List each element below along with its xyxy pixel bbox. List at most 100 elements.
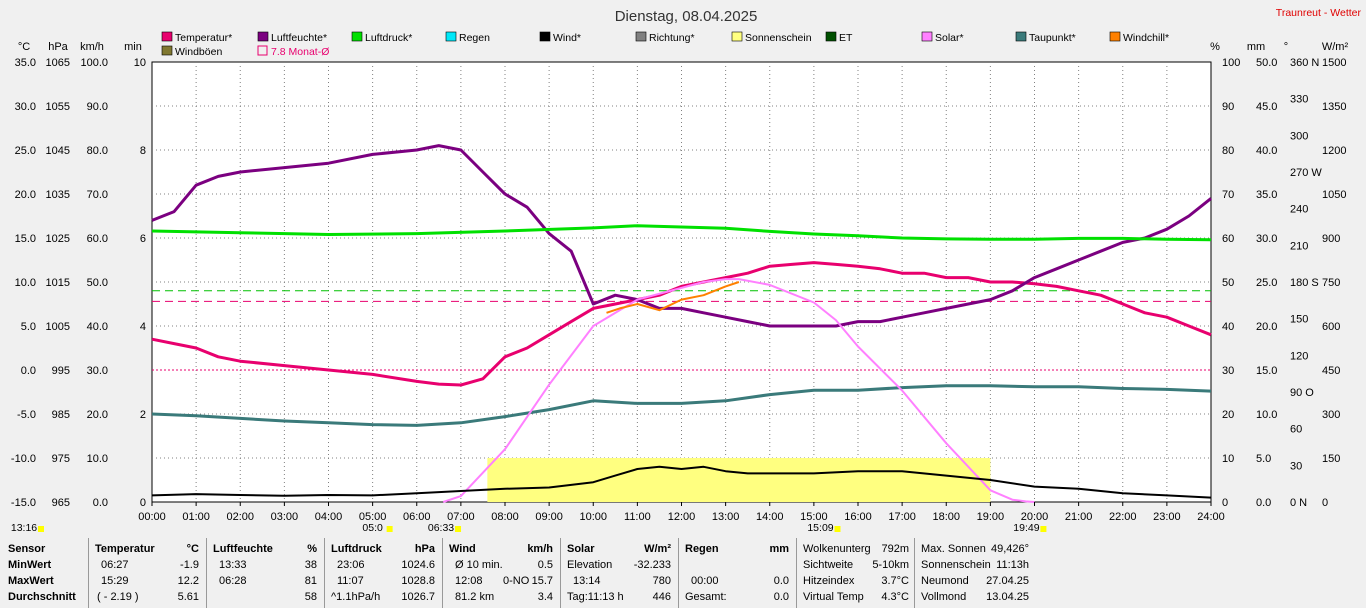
legend-label: ET — [839, 32, 853, 44]
axis-tick-label: 20 — [1222, 409, 1234, 421]
stats-wind-row1: 0.5 — [537, 559, 553, 571]
axis-tick-label: 100.0 — [80, 57, 108, 69]
axis-tick-label: 20.0 — [87, 409, 108, 421]
legend-swatch — [539, 31, 551, 42]
stats-astro: Max. Sonnen 49,426° Sonnenschein 11:13h Ne… — [914, 538, 1033, 608]
legend-swatch — [731, 31, 743, 42]
axis-tick-label: 10.0 — [15, 277, 36, 289]
axis-unit-label: ° — [1284, 41, 1288, 53]
legend-swatch — [635, 31, 647, 42]
series-line-temperatur — [151, 261, 1212, 387]
stats-sensor-label: Sensor — [8, 543, 46, 555]
stats-solar-title: Solar — [567, 543, 595, 555]
series-line-windchill — [606, 281, 740, 314]
axis-tick-label: 0.0 — [21, 365, 36, 377]
axis-tick-label: 80.0 — [87, 145, 108, 157]
axis-tick-label: 30 — [1290, 460, 1302, 472]
time-marker-label: 06:33 — [428, 522, 454, 534]
legend-swatch — [1015, 31, 1027, 42]
axis-tick-label: 45.0 — [1256, 101, 1277, 113]
axis-tick-label: 0.0 — [1256, 497, 1271, 509]
stats-astro-label: Neumond — [921, 575, 969, 587]
axis-tick-label: 4 — [140, 321, 146, 333]
axis-tick-label: 50.0 — [1256, 57, 1277, 69]
stats-temperature-avg: 5.61 — [177, 591, 199, 603]
axis-tick-label: 10 — [1222, 453, 1234, 465]
series-line-taupunkt — [151, 384, 1212, 427]
axis-tick-label: 2 — [140, 409, 146, 421]
x-tick-label: 08:00 — [491, 511, 519, 523]
stats-temperature-max-time: 15:29 — [101, 575, 129, 587]
legend-label: Temperatur* — [175, 32, 232, 44]
x-tick-label: 22:00 — [1109, 511, 1137, 523]
x-tick-label: 07:00 — [447, 511, 475, 523]
stats-rain-row3-label: Gesamt: — [685, 591, 727, 603]
stats-pressure-min-time: 23:06 — [337, 559, 365, 571]
legend-swatch — [1109, 31, 1121, 42]
stats-humidity-max: 81 — [304, 575, 317, 587]
x-tick-label: 04:00 — [315, 511, 343, 523]
axis-tick-label: 5.0 — [1256, 453, 1271, 465]
axis-tick-label: 1500 — [1322, 57, 1346, 69]
stats-pressure-max: 1028.8 — [401, 575, 435, 587]
axis-tick-label: 360 N — [1290, 57, 1319, 69]
stats-solar: Solar W/m² Elevation -32.233 13:14 780 Tag:… — [560, 538, 679, 608]
chart-title: Dienstag, 08.04.2025 — [615, 8, 758, 25]
axis-tick-label: 40 — [1222, 321, 1234, 333]
legend-swatch — [445, 31, 457, 42]
axis-tick-label: 750 — [1322, 277, 1340, 289]
axis-tick-label: -10.0 — [11, 453, 36, 465]
legend: Temperatur* Luftfeuchte* Luftdruck* Regen Wi… — [161, 31, 1169, 58]
axis-tick-label: -5.0 — [17, 409, 36, 421]
axis-unit-label: mm — [1247, 41, 1265, 53]
axis-tick-label: 5.0 — [21, 321, 36, 333]
x-tick-label: 19:00 — [977, 511, 1005, 523]
stats-misc-label: Wolkenunterg — [803, 543, 871, 555]
axes: 35.030.025.020.015.010.05.00.0-5.0-10.0-… — [11, 57, 1347, 523]
stats-temperature-unit: °C — [186, 543, 199, 555]
stats-astro-value: 13.04.25 — [986, 591, 1029, 603]
stats-pressure-min: 1024.6 — [401, 559, 435, 571]
x-tick-label: 14:00 — [756, 511, 784, 523]
stats-humidity-min: 38 — [304, 559, 317, 571]
stats-astro-label: Max. Sonnen — [921, 543, 986, 555]
stats-temperature-min-time: 06:27 — [101, 559, 129, 571]
stats-humidity-title: Luftfeuchte — [213, 543, 273, 555]
legend-label: Sonnenschein — [745, 32, 812, 44]
stats-wind-row3: 3.4 — [537, 591, 553, 603]
axis-tick-label: 90 O — [1290, 387, 1314, 399]
axis-unit-label: W/m² — [1322, 41, 1349, 53]
x-tick-label: 03:00 — [271, 511, 299, 523]
series-line-solar — [442, 278, 1035, 503]
stats-rain-row2-time: 00:00 — [691, 575, 719, 587]
stats-pressure-title: Luftdruck — [331, 543, 382, 555]
time-marker-label: 19:49 — [1013, 522, 1039, 534]
legend-label: Taupunkt* — [1029, 32, 1076, 44]
axis-tick-label: 120 — [1290, 350, 1308, 362]
legend-label: Regen — [459, 32, 490, 44]
stats-astro-value: 27.04.25 — [986, 575, 1029, 587]
axis-tick-label: 25.0 — [15, 145, 36, 157]
axis-tick-label: 10.0 — [87, 453, 108, 465]
axis-tick-label: 965 — [52, 497, 70, 509]
stats-temperature-avg-note: ( - 2.19 ) — [97, 591, 139, 603]
axis-tick-label: 1025 — [46, 233, 70, 245]
stats-pressure-avg: 1026.7 — [401, 591, 435, 603]
axis-tick-label: 15.0 — [1256, 365, 1277, 377]
axis-tick-label: 0 — [1222, 497, 1228, 509]
axis-unit-label: km/h — [80, 41, 104, 53]
axis-tick-label: 0 — [1322, 497, 1328, 509]
stats-misc-value: 5-10km — [872, 559, 909, 571]
legend-label: Richtung* — [649, 32, 695, 44]
axis-unit-label: % — [1210, 41, 1220, 53]
stats-temperature: Temperatur °C 06:27 -1.9 15:29 12.2 ( - 2.1… — [88, 538, 207, 608]
axis-tick-label: 330 — [1290, 94, 1308, 106]
x-tick-label: 13:00 — [712, 511, 740, 523]
axis-tick-label: 0 N — [1290, 497, 1307, 509]
stats-temperature-max: 12.2 — [177, 575, 199, 587]
stats-astro-label: Vollmond — [921, 591, 967, 603]
x-tick-label: 10:00 — [579, 511, 607, 523]
axis-tick-label: 180 S — [1290, 277, 1319, 289]
time-marker-label: 15:09 — [807, 522, 833, 534]
axis-tick-label: 6 — [140, 233, 146, 245]
